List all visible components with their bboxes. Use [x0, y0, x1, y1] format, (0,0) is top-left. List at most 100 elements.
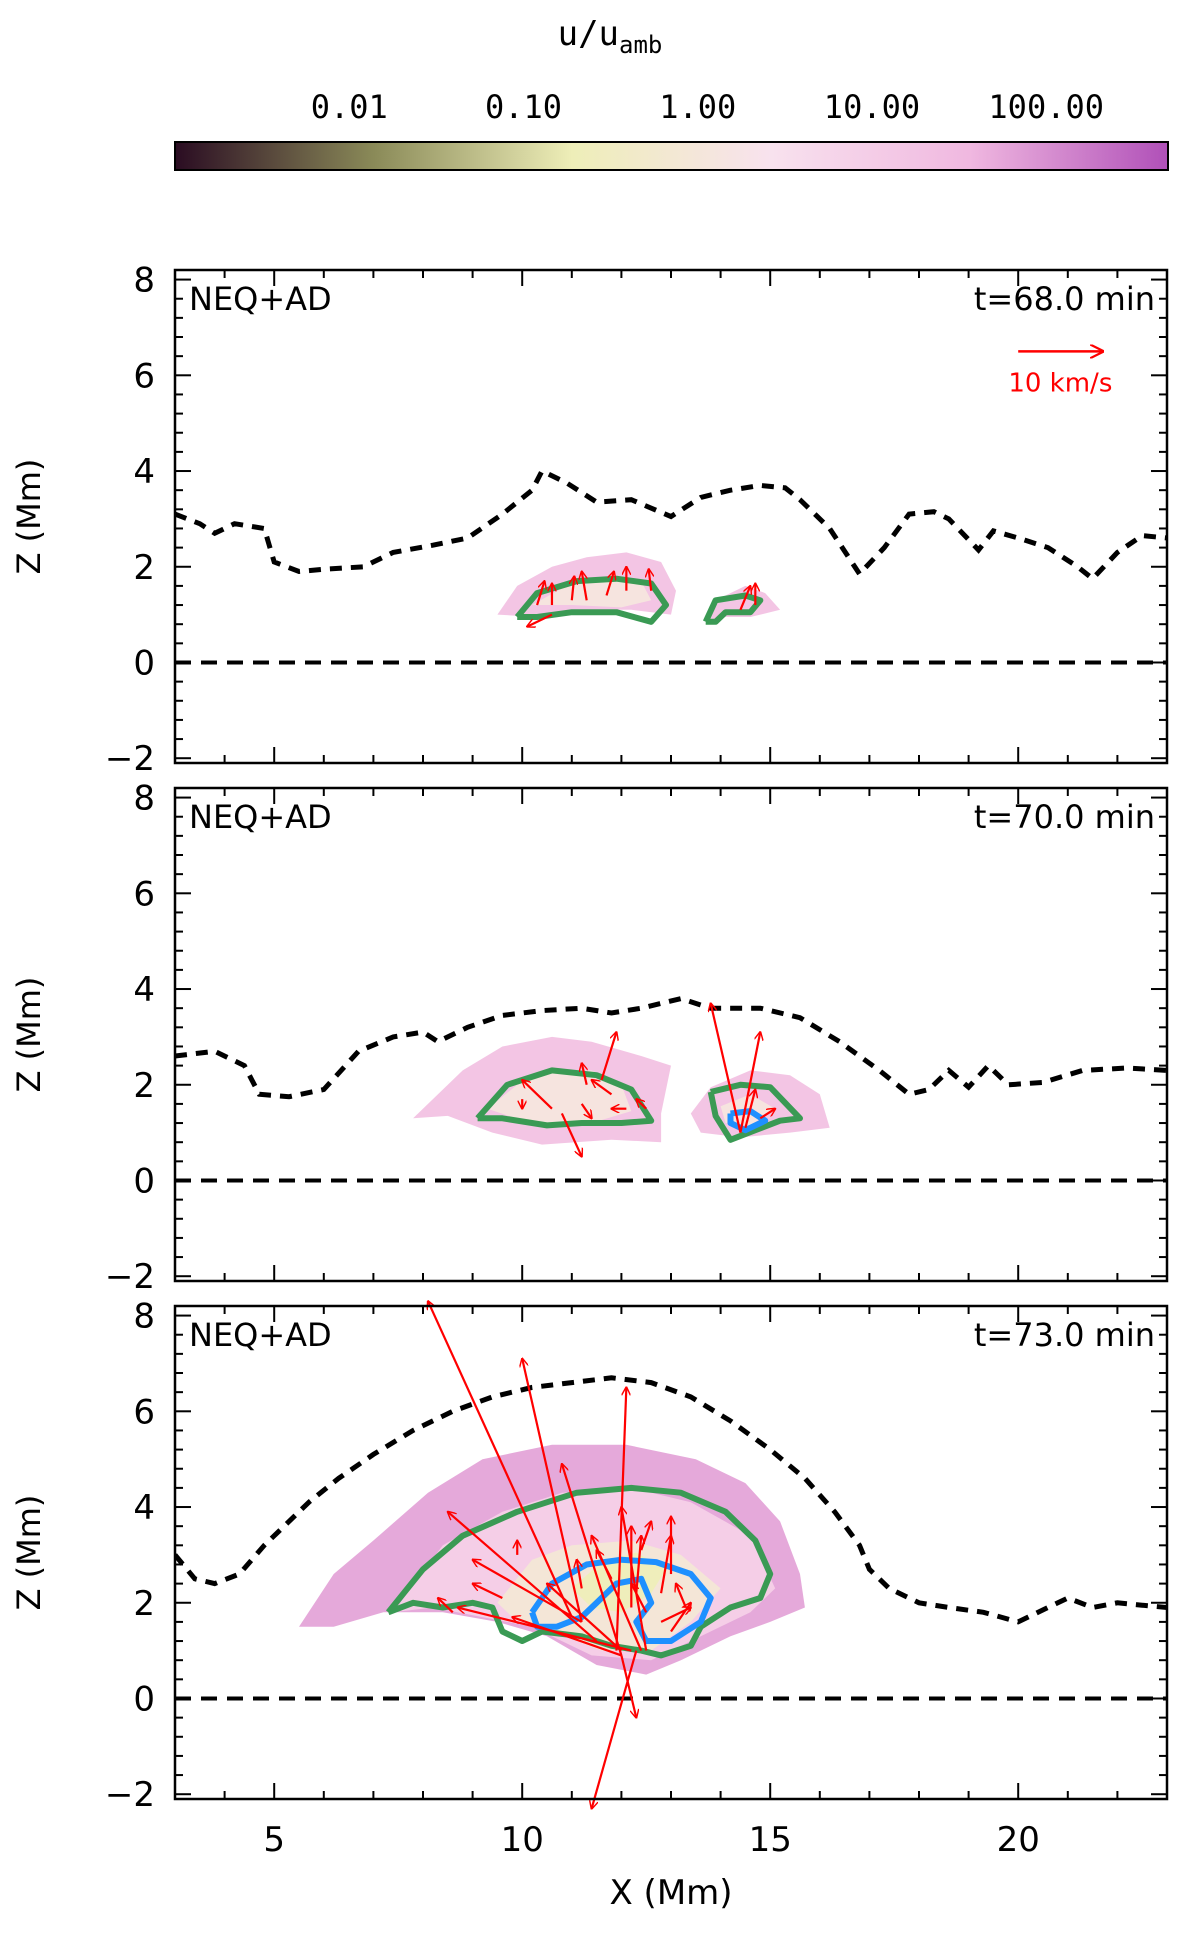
velocity-arrows [428, 1301, 691, 1808]
y-tick-label: −2 [105, 1775, 155, 1815]
velocity-arrow [759, 1109, 775, 1120]
colorbar-tick-label: 1.00 [659, 88, 736, 126]
time-label: t=70.0 min [974, 798, 1155, 836]
panel-label: NEQ+AD [189, 798, 332, 836]
velocity-arrow [577, 1560, 583, 1589]
dashed-surface-line [175, 467, 1167, 583]
y-tick-label: 2 [133, 1584, 155, 1624]
velocity-arrow [711, 1003, 742, 1133]
colorbar-label-subscript: amb [619, 31, 662, 59]
colorbar-label: u/uamb [558, 14, 663, 59]
y-tick-label: 8 [133, 779, 155, 819]
velocity-arrow [522, 1359, 583, 1623]
velocity-arrow [600, 1032, 617, 1081]
x-tick-label: 5 [263, 1820, 285, 1860]
velocity-arrow [562, 1464, 623, 1656]
green-contour [702, 592, 764, 625]
velocity-arrows [522, 1003, 775, 1156]
y-tick-label: 0 [133, 1161, 155, 1201]
y-tick-label: 8 [133, 1297, 155, 1337]
velocity-arrow [744, 1090, 755, 1129]
y-axis-label: Z (Mm) [10, 977, 48, 1093]
velocity-arrow [597, 1550, 613, 1580]
x-tick-label: 15 [749, 1820, 792, 1860]
y-tick-label: 6 [133, 1392, 155, 1432]
velocity-arrow [615, 1387, 626, 1651]
colorbar-tick-label: 0.10 [485, 88, 562, 126]
velocity-arrow [512, 1617, 622, 1657]
velocity-arrow [527, 613, 553, 627]
velocity-arrow [448, 1512, 598, 1642]
velocity-arrow [659, 1536, 671, 1594]
blue-contour [727, 1108, 769, 1134]
panel-frame [173, 786, 1169, 1283]
y-tick-label: −2 [105, 739, 155, 779]
velocity-arrow [739, 1032, 760, 1133]
velocity-arrow [592, 1080, 613, 1096]
y-tick-label: 4 [133, 970, 155, 1010]
velocity-arrow [572, 576, 574, 601]
dashed-surface-line [175, 1375, 1167, 1625]
colorbar-tick-label: 0.01 [311, 88, 388, 126]
panel-1: −2 0 2 4 6 8 Z (Mm) NEQ+AD t=68.0 min 10 km/s [10, 261, 1169, 779]
velocity-arrow [473, 1584, 503, 1599]
y-tick-label: −2 [105, 1257, 155, 1297]
panels: −2 0 2 4 6 8 Z (Mm) NEQ+AD t=68.0 min 10 km/s −2 0 2… [10, 261, 1169, 1913]
colorbar: u/uamb 0.01 0.10 1.00 10.00 100.00 [174, 14, 1169, 171]
velocity-arrow [536, 581, 544, 606]
y-tick-label: 0 [133, 1679, 155, 1719]
velocity-arrow [560, 1113, 582, 1156]
velocity-arrow [640, 1521, 651, 1551]
panel-2: −2 0 2 4 6 8 Z (Mm) NEQ+AD t=70.0 min [10, 779, 1169, 1297]
velocity-arrow [473, 1560, 583, 1623]
velocity-region [532, 578, 652, 608]
x-tick-label: 10 [501, 1820, 544, 1860]
velocity-arrow [649, 569, 651, 591]
reference-arrow-label: 10 km/s [1008, 368, 1112, 398]
y-axis-label: Z (Mm) [10, 459, 48, 575]
y-tick-label: 6 [133, 874, 155, 914]
axis-ticks [174, 1306, 1168, 1799]
dashed-surface-line [175, 996, 1167, 1100]
y-tick-label: 2 [133, 1066, 155, 1106]
green-contour [475, 1067, 655, 1129]
plot-area [175, 996, 1167, 1183]
colorbar-bar [174, 141, 1169, 171]
green-contour [514, 575, 669, 625]
velocity-arrow [522, 1080, 553, 1110]
colorbar-tick-labels: 0.01 0.10 1.00 10.00 100.00 [311, 88, 1104, 126]
y-tick-label: 4 [133, 452, 155, 492]
velocity-arrow [739, 586, 750, 611]
velocity-arrow [438, 1598, 454, 1614]
axis-ticks [174, 788, 1168, 1281]
velocity-arrows [527, 567, 755, 627]
velocity-arrow [580, 1103, 592, 1118]
panel-label: NEQ+AD [189, 280, 332, 318]
velocity-arrow [582, 572, 588, 601]
velocity-arrow [592, 1650, 638, 1809]
y-tick-label: 8 [133, 261, 155, 301]
x-tick-label: 20 [997, 1820, 1040, 1860]
y-tick-label: 6 [133, 356, 155, 396]
velocity-arrow [676, 1584, 687, 1608]
colorbar-tick-label: 100.00 [988, 88, 1104, 126]
time-label: t=73.0 min [974, 1316, 1155, 1354]
x-axis-label: X (Mm) [609, 1873, 732, 1913]
plot-area [175, 467, 1167, 665]
velocity-arrow [621, 1507, 648, 1651]
panel-label: NEQ+AD [189, 1316, 332, 1354]
velocity-arrow [605, 572, 614, 596]
y-tick-label: 0 [133, 643, 155, 683]
panel-3: −2 0 2 4 6 8 Z (Mm) 5 10 15 20 X (Mm) NEQ+AD t=73.0 m… [10, 1297, 1169, 1913]
velocity-arrow [547, 1584, 623, 1652]
axis-ticks [174, 270, 1168, 763]
time-label: t=68.0 min [974, 280, 1155, 318]
velocity-arrow [670, 1603, 691, 1633]
velocity-arrow [428, 1301, 573, 1618]
velocity-arrow [631, 1584, 648, 1613]
colorbar-tick-label: 10.00 [824, 88, 920, 126]
velocity-arrow [620, 1655, 636, 1717]
y-tick-label: 2 [133, 548, 155, 588]
y-axis-label: Z (Mm) [10, 1495, 48, 1611]
